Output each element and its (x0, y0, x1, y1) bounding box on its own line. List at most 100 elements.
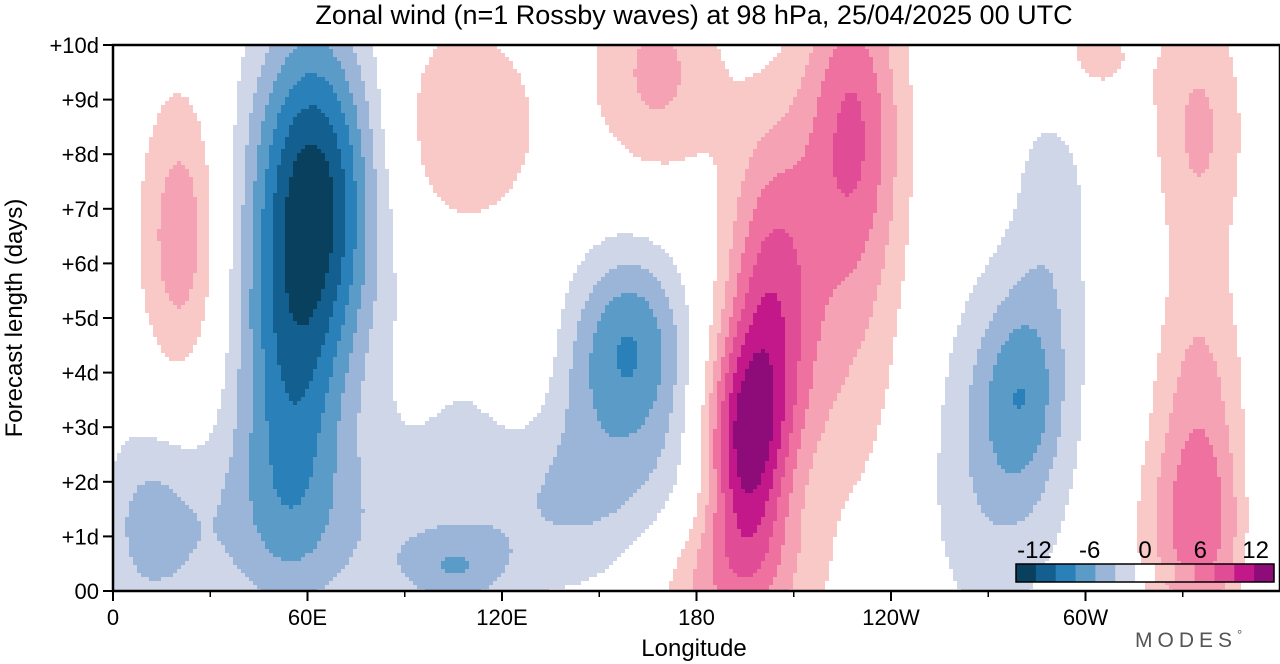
contour-cell (277, 493, 305, 497)
contour-cell (661, 337, 677, 341)
contour-cell (1177, 553, 1217, 557)
contour-cell (717, 481, 721, 485)
contour-cell (1153, 393, 1173, 397)
contour-cell (725, 373, 733, 377)
contour-cell (1225, 417, 1245, 421)
contour-cell (1213, 445, 1229, 449)
contour-cell (1229, 425, 1245, 429)
contour-cell (813, 361, 853, 365)
contour-cell (745, 77, 801, 81)
contour-cell (805, 145, 833, 149)
contour-cell (373, 301, 397, 305)
contour-cell (349, 561, 397, 565)
contour-cell (573, 353, 589, 357)
contour-cell (985, 329, 1013, 333)
contour-cell (309, 481, 333, 485)
contour-cell (373, 309, 397, 313)
contour-cell (941, 513, 985, 517)
contour-cell (573, 273, 605, 277)
contour-cell (793, 477, 809, 481)
contour-cell (837, 185, 857, 189)
contour-cell (345, 169, 353, 173)
contour-cell (329, 325, 341, 329)
contour-cell (169, 485, 225, 489)
contour-cell (805, 69, 825, 73)
contour-cell (937, 485, 973, 489)
contour-cell (1153, 409, 1173, 413)
contour-cell (565, 301, 585, 305)
contour-cell (193, 273, 209, 277)
contour-cell (553, 365, 573, 369)
contour-cell (293, 85, 333, 89)
contour-cell (261, 237, 273, 241)
contour-cell (269, 161, 281, 165)
contour-cell (941, 433, 969, 437)
contour-cell (713, 573, 737, 577)
contour-cell (801, 157, 833, 161)
contour-cell (1229, 437, 1245, 441)
contour-cell (677, 557, 697, 561)
contour-cell (273, 313, 293, 317)
contour-cell (1165, 197, 1233, 201)
contour-cell (341, 273, 353, 277)
contour-cell (365, 161, 373, 165)
contour-cell (341, 333, 353, 337)
contour-cell (797, 369, 813, 373)
contour-cell (969, 413, 989, 417)
contour-cell (261, 249, 273, 253)
contour-cell (225, 381, 237, 385)
contour-cell (361, 301, 373, 305)
contour-cell (1229, 429, 1245, 433)
contour-cell (365, 165, 373, 169)
contour-cell (785, 329, 801, 333)
contour-cell (717, 501, 725, 505)
contour-cell (829, 413, 881, 417)
contour-cell (1221, 393, 1241, 397)
contour-cell (737, 465, 765, 469)
contour-cell (233, 205, 241, 209)
contour-cell (1085, 69, 1117, 73)
contour-cell (893, 97, 913, 101)
contour-cell (873, 213, 893, 217)
contour-cell (717, 337, 725, 341)
contour-cell (369, 105, 381, 109)
contour-cell (177, 493, 221, 497)
contour-cell (797, 449, 817, 453)
contour-cell (693, 569, 713, 573)
contour-cell (173, 573, 245, 577)
contour-cell (717, 265, 729, 269)
contour-cell (1013, 329, 1037, 333)
contour-cell (1173, 401, 1225, 405)
contour-cell (813, 45, 837, 49)
contour-cell (861, 177, 881, 181)
contour-cell (1169, 257, 1229, 261)
contour-cell (361, 477, 545, 481)
contour-cell (1233, 545, 1245, 549)
contour-cell (309, 385, 329, 389)
contour-cell (1005, 341, 1041, 345)
contour-cell (317, 445, 337, 449)
contour-cell (789, 449, 797, 453)
contour-cell (425, 173, 517, 177)
contour-cell (1009, 221, 1081, 225)
contour-cell (129, 509, 193, 513)
contour-cell (617, 233, 633, 237)
contour-cell (341, 397, 361, 401)
contour-cell (757, 305, 781, 309)
contour-cell (289, 53, 333, 57)
contour-cell (801, 77, 825, 81)
contour-cell (265, 61, 285, 65)
contour-cell (969, 445, 993, 449)
contour-cell (265, 381, 285, 385)
contour-cell (725, 341, 733, 345)
contour-cell (705, 377, 713, 381)
contour-cell (657, 385, 673, 389)
contour-cell (249, 321, 261, 325)
contour-cell (325, 281, 341, 285)
contour-cell (549, 377, 569, 381)
colorbar-swatch (1214, 564, 1235, 582)
contour-cell (345, 197, 357, 201)
contour-cell (557, 353, 573, 357)
contour-cell (941, 509, 981, 513)
contour-cell (1161, 177, 1237, 181)
